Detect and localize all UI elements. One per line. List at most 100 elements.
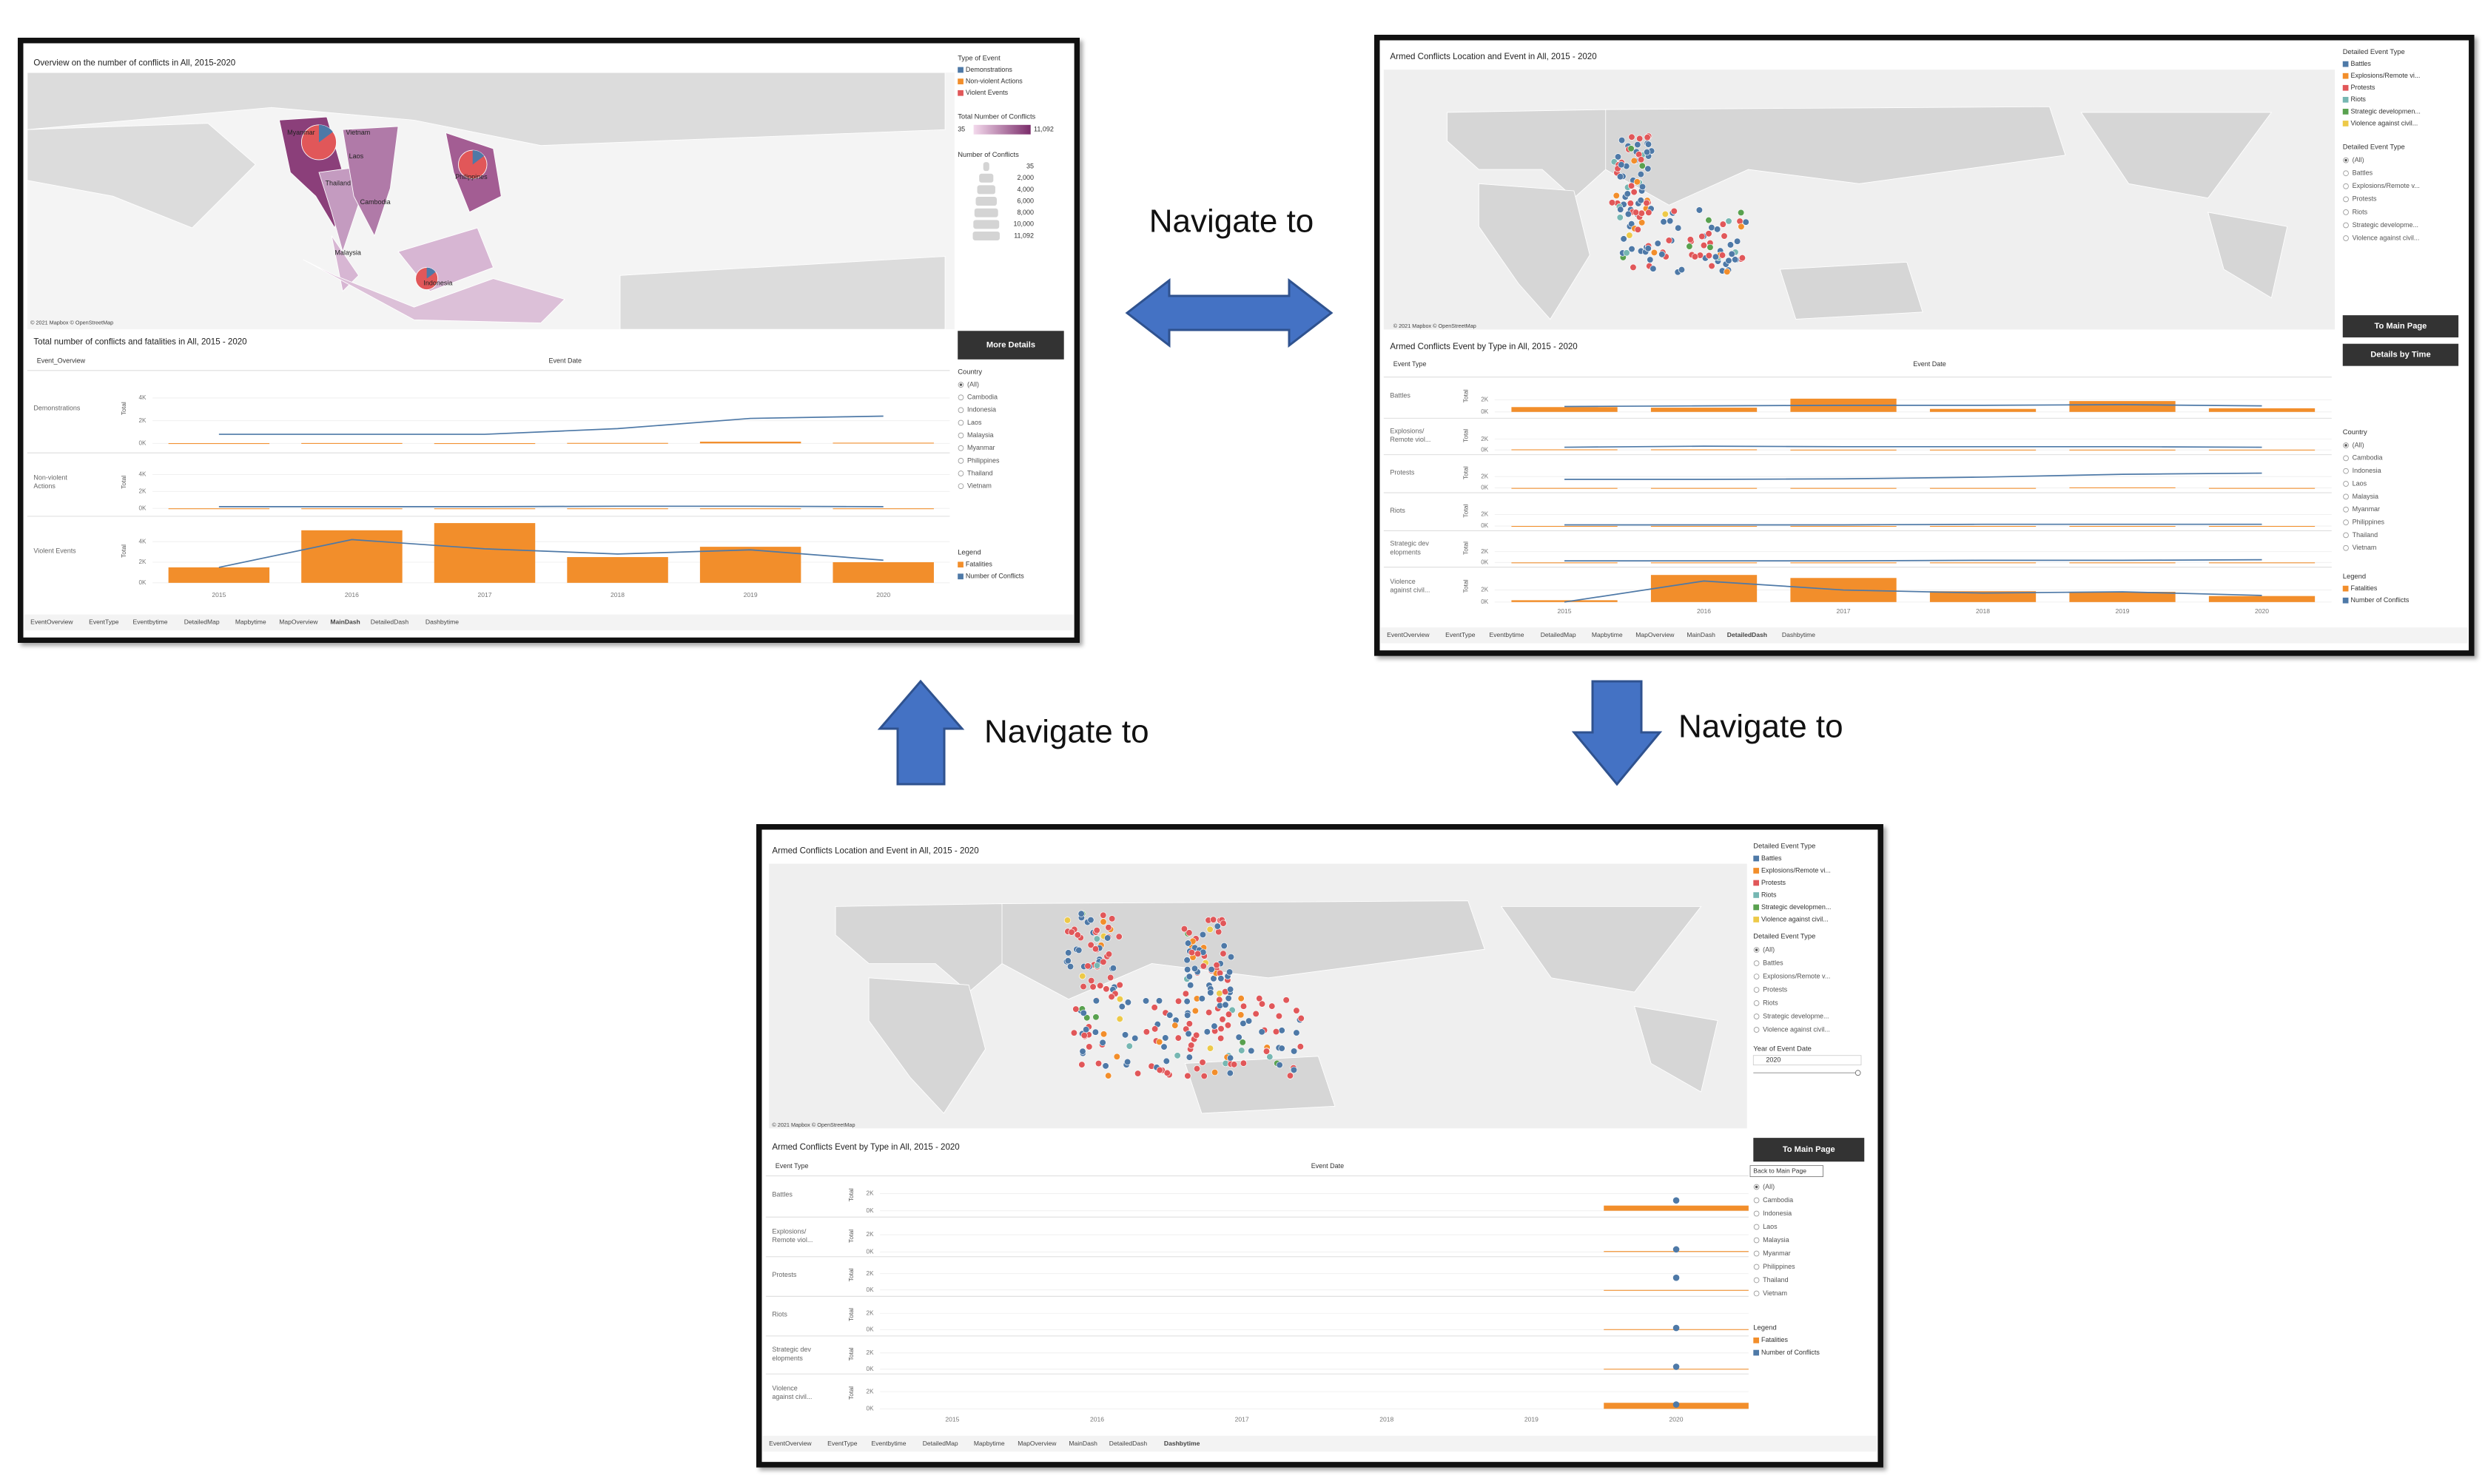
sheet-tab[interactable]: DetailedMap [184, 618, 220, 626]
sheet-tab[interactable]: MapOverview [279, 618, 318, 626]
radio-button[interactable] [2343, 222, 2349, 229]
button-face[interactable] [1753, 1138, 1865, 1162]
radio-button[interactable] [958, 419, 964, 426]
radio-button[interactable] [2343, 544, 2349, 551]
map-event-point [1718, 252, 1726, 259]
sheet-tab[interactable]: MapOverview [1635, 631, 1675, 638]
map-event-point [1097, 982, 1104, 989]
radio-button[interactable] [2343, 209, 2349, 215]
radio-button[interactable] [2343, 455, 2349, 462]
radio-button[interactable] [2343, 493, 2349, 500]
sheet-tab[interactable]: DetailedMap [923, 1440, 958, 1447]
radio-button[interactable] [2343, 506, 2349, 513]
radio-button[interactable] [1753, 1237, 1760, 1244]
bar [301, 508, 403, 510]
sheet-tab[interactable]: DetailedDash [1109, 1440, 1148, 1447]
sheet-tab[interactable]: EventType [1445, 631, 1476, 638]
radio-button[interactable] [2343, 519, 2349, 525]
radio-button[interactable] [1753, 1027, 1760, 1033]
map-event-point [1188, 949, 1196, 957]
sheet-tab[interactable]: Mapbytime [235, 618, 266, 626]
radio-button[interactable] [958, 458, 964, 464]
button-face[interactable] [2342, 315, 2459, 338]
bar [1650, 562, 1758, 564]
radio-button[interactable] [958, 432, 964, 439]
button-face[interactable] [958, 331, 1064, 360]
radio-button[interactable] [1753, 1250, 1760, 1257]
radio-button[interactable] [2343, 170, 2349, 177]
bar [168, 508, 270, 510]
button-face[interactable] [2342, 343, 2459, 366]
radio-button[interactable] [2343, 196, 2349, 203]
sheet-tab[interactable]: MainDash [1687, 631, 1715, 638]
radio-button[interactable] [958, 394, 964, 401]
filter-option: Violence against civil... [2353, 234, 2420, 241]
sheet-tab[interactable]: Dashbytime [426, 618, 459, 626]
sheet-tab[interactable]: MainDash [330, 618, 360, 626]
y-tick-label: 2K [867, 1190, 875, 1197]
nav-button[interactable]: More Details [958, 331, 1064, 360]
row-label: Riots [772, 1310, 787, 1318]
radio-button[interactable] [2343, 468, 2349, 474]
nav-button[interactable]: To Main Page [1753, 1138, 1865, 1162]
map-event-point [1644, 165, 1652, 172]
column-header: Event Date [1913, 360, 1946, 368]
slider-handle[interactable] [1854, 1070, 1861, 1076]
map-region [2080, 112, 2273, 199]
sheet-tab[interactable]: DetailedMap [1541, 631, 1576, 638]
sheet-tab[interactable]: Eventbytime [872, 1440, 907, 1447]
sheet-tab[interactable]: DetailedDash [1727, 631, 1767, 638]
sheet-tab[interactable]: Dashbytime [1782, 631, 1815, 638]
radio-button[interactable] [2343, 235, 2349, 241]
sheet-tab[interactable]: Mapbytime [1592, 631, 1623, 638]
map-event-point [1675, 224, 1682, 232]
radio-button[interactable] [958, 445, 964, 451]
sheet-tab[interactable]: Dashbytime [1164, 1440, 1200, 1447]
nav-button[interactable]: To Main Page [2342, 315, 2459, 338]
legend-title: Detailed Event Type [2343, 47, 2405, 55]
radio-button[interactable] [2343, 481, 2349, 487]
radio-button[interactable] [1753, 987, 1760, 993]
sheet-tab[interactable]: EventOverview [769, 1440, 812, 1447]
year-dropdown[interactable] [1752, 1055, 1862, 1066]
radio-button[interactable] [958, 471, 964, 476]
sheet-tab[interactable]: Eventbytime [1490, 631, 1524, 638]
sheet-tab[interactable]: DetailedDash [371, 618, 409, 626]
filter-option: Strategic developme... [2353, 221, 2418, 229]
radio-button[interactable] [1753, 1013, 1760, 1019]
sheet-tab[interactable]: Mapbytime [974, 1440, 1005, 1447]
y-tick-label: 2K [139, 417, 147, 424]
radio-button[interactable] [1753, 960, 1760, 966]
radio-button[interactable] [2343, 532, 2349, 539]
sheet-tab[interactable]: Eventbytime [133, 618, 168, 626]
dashboard: Armed Conflicts Location and Event in Al… [1374, 35, 2475, 656]
sheet-tab[interactable]: EventOverview [1387, 631, 1430, 638]
map-event-point [1094, 1059, 1103, 1068]
sheet-tab[interactable]: MainDash [1069, 1440, 1097, 1447]
radio-button[interactable] [958, 483, 964, 490]
radio-button[interactable] [2343, 183, 2349, 189]
tab-bar [24, 614, 1074, 631]
radio-button[interactable] [1753, 1290, 1760, 1297]
map-event-point [1630, 263, 1637, 271]
radio-button[interactable] [958, 407, 964, 414]
filter-option: Riots [1763, 999, 1778, 1006]
map-event-point [1290, 1048, 1298, 1055]
radio-button[interactable] [1753, 974, 1760, 979]
radio-button[interactable] [1753, 1210, 1760, 1217]
map-event-point [1186, 1020, 1193, 1028]
radio-button[interactable] [1753, 1224, 1760, 1230]
sheet-tab[interactable]: EventOverview [30, 618, 73, 626]
radio-button[interactable] [1753, 1197, 1760, 1204]
sheet-tab[interactable]: EventType [827, 1440, 858, 1447]
nav-button[interactable]: Details by Time [2342, 343, 2459, 366]
radio-button[interactable] [1753, 1264, 1760, 1270]
map-event-point [1171, 1022, 1179, 1029]
bar [434, 508, 536, 510]
map-event-point [1262, 1048, 1271, 1055]
radio-button[interactable] [1753, 1000, 1760, 1006]
sheet-tab[interactable]: MapOverview [1018, 1440, 1057, 1447]
sheet-tab[interactable]: EventType [89, 618, 119, 626]
radio-button[interactable] [1753, 1277, 1760, 1284]
